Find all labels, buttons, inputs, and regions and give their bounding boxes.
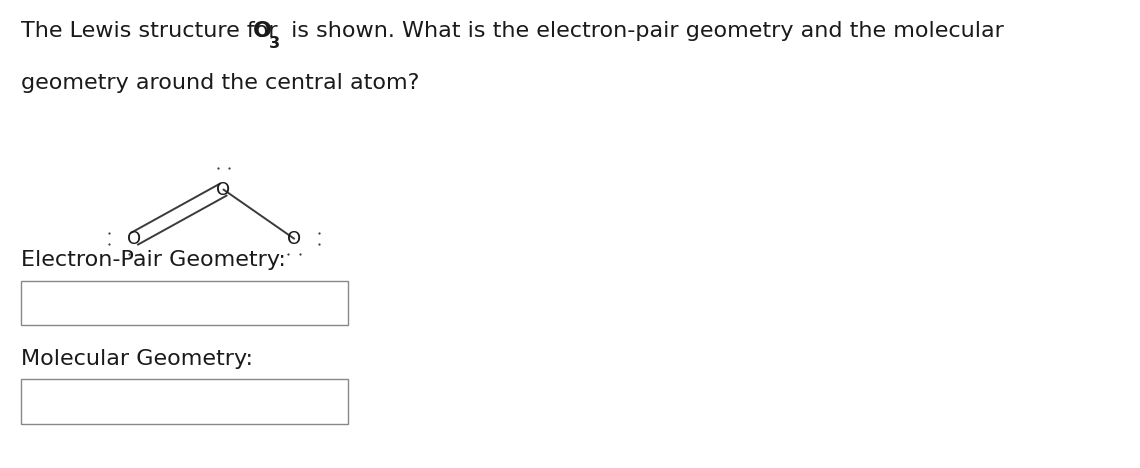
Text: is shown. What is the electron-pair geometry and the molecular: is shown. What is the electron-pair geom…	[284, 21, 1003, 41]
Text: geometry around the central atom?: geometry around the central atom?	[21, 73, 418, 93]
Text: Electron-Pair Geometry:: Electron-Pair Geometry:	[21, 250, 285, 271]
Text: The Lewis structure for: The Lewis structure for	[21, 21, 284, 41]
Text: 3: 3	[269, 36, 280, 51]
Text: Molecular Geometry:: Molecular Geometry:	[21, 349, 253, 369]
Text: O: O	[217, 181, 230, 198]
Text: O: O	[287, 230, 301, 248]
Text: O: O	[253, 21, 272, 41]
FancyBboxPatch shape	[21, 379, 348, 424]
Text: O: O	[128, 230, 141, 248]
FancyBboxPatch shape	[21, 281, 348, 325]
